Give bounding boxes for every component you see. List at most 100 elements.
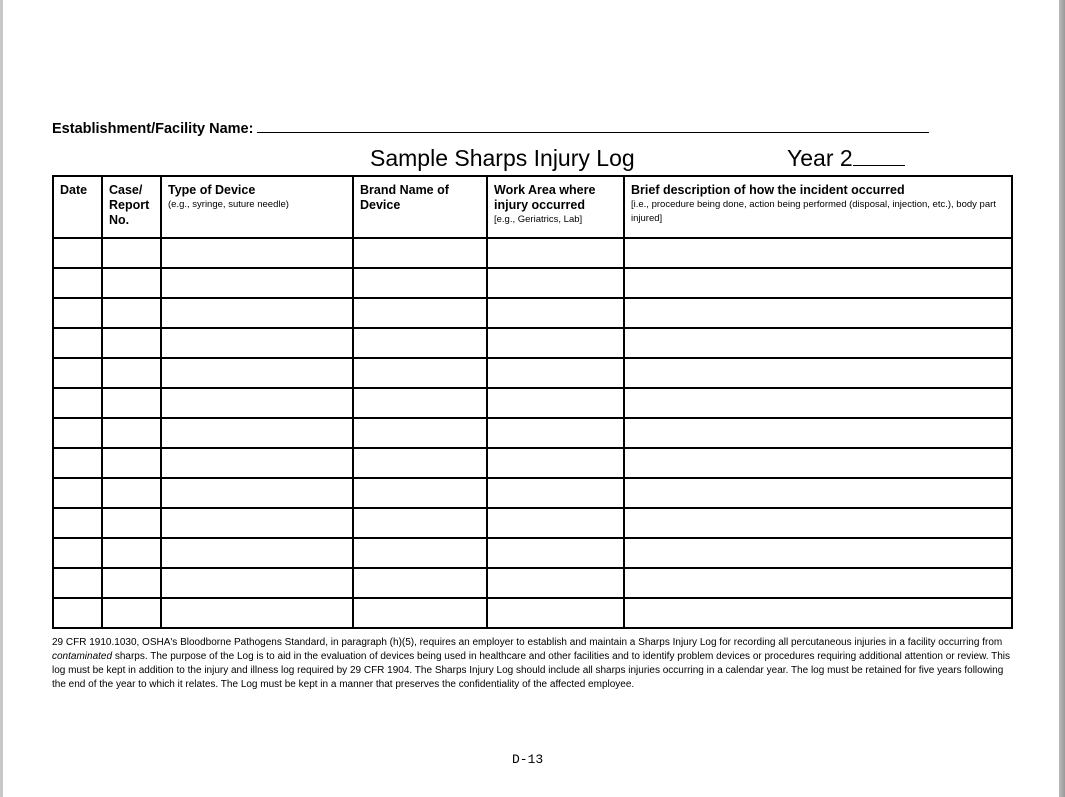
page-number: D-13 bbox=[512, 752, 544, 767]
table-cell bbox=[623, 327, 1013, 359]
table-cell bbox=[486, 567, 625, 599]
table-cell bbox=[52, 447, 103, 479]
column-label: Brief description of how the incident oc… bbox=[631, 183, 905, 197]
table-row bbox=[52, 387, 1013, 419]
year-label: Year 2 bbox=[787, 145, 853, 171]
column-header: Brand Name of Device bbox=[352, 175, 488, 239]
table-cell bbox=[486, 507, 625, 539]
table-cell bbox=[623, 357, 1013, 389]
table-cell bbox=[160, 567, 354, 599]
table-cell bbox=[623, 387, 1013, 419]
table-cell bbox=[352, 537, 488, 569]
table-row bbox=[52, 297, 1013, 329]
note-text: 29 CFR 1910.1030, OSHA's Bloodborne Path… bbox=[52, 637, 1003, 648]
table-cell bbox=[101, 267, 162, 299]
table-cell bbox=[352, 417, 488, 449]
table-cell bbox=[160, 447, 354, 479]
facility-name-field: Establishment/Facility Name: bbox=[52, 120, 930, 137]
column-label: Type of Device bbox=[168, 183, 256, 197]
table-cell bbox=[160, 357, 354, 389]
table-cell bbox=[101, 447, 162, 479]
table-cell bbox=[352, 267, 488, 299]
table-cell bbox=[52, 417, 103, 449]
table-row bbox=[52, 537, 1013, 569]
table-cell bbox=[101, 237, 162, 269]
table-cell bbox=[160, 237, 354, 269]
column-header: Work Area where injury occurred [e.g., Ge… bbox=[486, 175, 625, 239]
table-cell bbox=[160, 267, 354, 299]
table-cell bbox=[160, 477, 354, 509]
table-cell bbox=[52, 327, 103, 359]
sharps-injury-log-table: Date Case/ Report No. Type of Device (e.g.,… bbox=[52, 175, 1013, 629]
page-edge-left bbox=[0, 0, 3, 797]
table-cell bbox=[623, 537, 1013, 569]
viewer-scrollbar-edge bbox=[1059, 0, 1065, 797]
page-title: Sample Sharps Injury Log bbox=[370, 145, 635, 171]
regulation-note: 29 CFR 1910.1030, OSHA's Bloodborne Path… bbox=[52, 636, 1012, 692]
table-cell bbox=[101, 327, 162, 359]
table-row bbox=[52, 327, 1013, 359]
table-row bbox=[52, 567, 1013, 599]
column-label: Work Area where injury occurred bbox=[494, 183, 596, 212]
table-cell bbox=[52, 567, 103, 599]
table-cell bbox=[486, 477, 625, 509]
table-cell bbox=[352, 327, 488, 359]
table-cell bbox=[352, 357, 488, 389]
table-cell bbox=[486, 297, 625, 329]
table-cell bbox=[52, 597, 103, 629]
table-row bbox=[52, 597, 1013, 629]
table-cell bbox=[52, 297, 103, 329]
table-cell bbox=[160, 507, 354, 539]
table-cell bbox=[101, 297, 162, 329]
table-row bbox=[52, 267, 1013, 299]
year-field: Year 2 bbox=[787, 145, 905, 172]
table-cell bbox=[352, 597, 488, 629]
column-label: Case/ Report No. bbox=[109, 183, 150, 227]
table-cell bbox=[101, 417, 162, 449]
table-cell bbox=[352, 297, 488, 329]
table-row bbox=[52, 357, 1013, 389]
table-cell bbox=[623, 417, 1013, 449]
column-hint: (e.g., syringe, suture needle) bbox=[168, 199, 289, 210]
table-cell bbox=[101, 567, 162, 599]
table-row bbox=[52, 447, 1013, 479]
table-cell bbox=[623, 267, 1013, 299]
column-header: Type of Device (e.g., syringe, suture nee… bbox=[160, 175, 354, 239]
table-cell bbox=[101, 477, 162, 509]
table-cell bbox=[623, 297, 1013, 329]
table-cell bbox=[160, 297, 354, 329]
table-cell bbox=[160, 597, 354, 629]
year-blank-line bbox=[852, 145, 905, 166]
table-cell bbox=[160, 387, 354, 419]
table-cell bbox=[101, 507, 162, 539]
table-cell bbox=[52, 267, 103, 299]
column-header: Brief description of how the incident oc… bbox=[623, 175, 1013, 239]
table-cell bbox=[486, 537, 625, 569]
table-cell bbox=[52, 507, 103, 539]
table-cell bbox=[52, 537, 103, 569]
table-cell bbox=[52, 387, 103, 419]
table-cell bbox=[101, 537, 162, 569]
table-row bbox=[52, 237, 1013, 269]
table-cell bbox=[486, 447, 625, 479]
table-cell bbox=[623, 567, 1013, 599]
table-cell bbox=[486, 597, 625, 629]
table-cell bbox=[101, 357, 162, 389]
table-cell bbox=[486, 387, 625, 419]
table-cell bbox=[352, 477, 488, 509]
table-row bbox=[52, 417, 1013, 449]
table-cell bbox=[160, 537, 354, 569]
table-cell bbox=[486, 237, 625, 269]
column-label: Brand Name of Device bbox=[360, 183, 449, 212]
table-row bbox=[52, 507, 1013, 539]
table-cell bbox=[101, 597, 162, 629]
table-cell bbox=[623, 507, 1013, 539]
table-cell bbox=[623, 447, 1013, 479]
table-cell bbox=[352, 447, 488, 479]
table-cell bbox=[52, 357, 103, 389]
table-cell bbox=[486, 417, 625, 449]
column-label: Date bbox=[60, 183, 88, 197]
table-cell bbox=[52, 477, 103, 509]
table-cell bbox=[623, 477, 1013, 509]
table-row bbox=[52, 477, 1013, 509]
